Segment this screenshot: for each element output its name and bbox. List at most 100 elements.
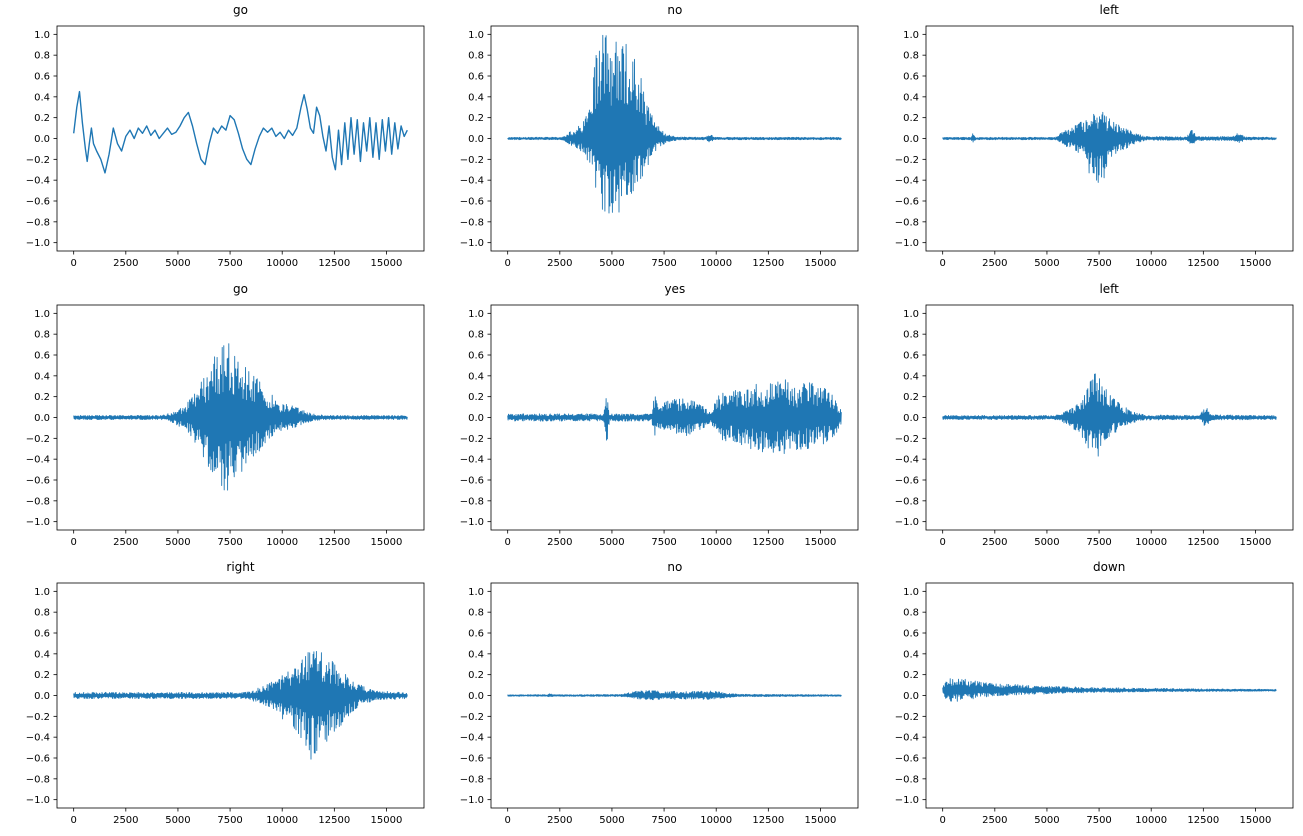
- y-tick-label: 1.0: [34, 587, 50, 598]
- x-tick-label: 5000: [165, 537, 190, 548]
- y-tick-label: −0.2: [26, 433, 50, 444]
- y-tick-label: 0.6: [468, 629, 484, 640]
- x-tick-label: 10000: [1135, 258, 1167, 269]
- y-tick-label: 0.4: [34, 650, 50, 661]
- y-tick-label: −1.0: [894, 238, 918, 249]
- x-tick-label: 12500: [1187, 537, 1219, 548]
- y-tick-label: −0.2: [26, 155, 50, 166]
- y-tick-label: −1.0: [460, 795, 484, 806]
- y-tick-label: 0.6: [468, 72, 484, 83]
- waveform-path: [507, 690, 843, 701]
- x-tick-label: 2500: [982, 537, 1007, 548]
- y-tick-label: −0.6: [894, 754, 918, 765]
- x-tick-label: 5000: [165, 815, 190, 826]
- y-tick-label: −0.2: [460, 433, 484, 444]
- waveform-plot-canvas: 0 2500 5000 7500 10000 12500 15000 1.0 0.8 0.6 0.4…: [26, 304, 425, 548]
- x-tick-label: 2500: [547, 815, 572, 826]
- y-tick-label: 0.6: [903, 72, 919, 83]
- y-tick-label: 0.6: [903, 629, 919, 640]
- y-tick-label: 0.4: [34, 371, 50, 382]
- x-tick-label: 15000: [371, 815, 403, 826]
- waveform-subplot-5: left 0 2500 5000 7500 10000 12500 15000 1.0 0.8 0…: [869, 279, 1303, 558]
- y-tick-label: 0.4: [903, 650, 919, 661]
- x-tick-label: 0: [939, 537, 945, 548]
- subplot-title: left: [1099, 3, 1119, 17]
- y-tick-label: −0.4: [460, 176, 484, 187]
- x-tick-label: 0: [70, 537, 76, 548]
- x-tick-label: 2500: [113, 815, 138, 826]
- waveform-path: [941, 373, 1277, 457]
- x-tick-label: 15000: [805, 815, 837, 826]
- x-tick-label: 15000: [371, 258, 403, 269]
- y-tick-label: 1.0: [903, 308, 919, 319]
- subplot-title: go: [233, 281, 248, 296]
- y-tick-label: 1.0: [468, 308, 484, 319]
- y-tick-label: −0.6: [460, 475, 484, 486]
- y-tick-label: 0.8: [903, 608, 919, 619]
- y-tick-label: 0.8: [903, 51, 919, 62]
- x-tick-label: 10000: [1135, 815, 1167, 826]
- y-tick-label: −1.0: [460, 517, 484, 528]
- x-tick-label: 10000: [266, 258, 298, 269]
- x-tick-label: 5000: [1034, 537, 1059, 548]
- y-tick-label: −0.4: [26, 176, 50, 187]
- x-tick-label: 15000: [1239, 258, 1271, 269]
- y-tick-label: −1.0: [894, 517, 918, 528]
- y-tick-label: 0.4: [903, 92, 919, 103]
- x-tick-label: 7500: [217, 537, 242, 548]
- waveform-subplot-3: go 0 2500 5000 7500 10000 12500 15000 1.0 0.8 0.6…: [0, 279, 434, 558]
- y-tick-label: −0.6: [894, 475, 918, 486]
- y-tick-label: −1.0: [460, 238, 484, 249]
- waveform-subplot-2: left 0 2500 5000 7500 10000 12500 15000 1.0 0.8 0…: [869, 0, 1303, 279]
- y-tick-label: −0.8: [894, 496, 918, 507]
- x-tick-label: 7500: [652, 815, 677, 826]
- y-tick-label: 0.2: [34, 113, 50, 124]
- y-tick-label: −1.0: [26, 517, 50, 528]
- y-tick-label: 0.0: [468, 691, 484, 702]
- y-tick-label: 0.8: [34, 608, 50, 619]
- waveform-plot-canvas: 0 2500 5000 7500 10000 12500 15000 1.0 0.8 0.6 0.4…: [460, 582, 859, 826]
- y-tick-label: 0.2: [34, 670, 50, 681]
- x-tick-label: 7500: [1086, 258, 1111, 269]
- x-tick-label: 0: [70, 815, 76, 826]
- y-tick-label: 0.8: [468, 329, 484, 340]
- x-tick-label: 5000: [1034, 815, 1059, 826]
- x-tick-label: 0: [505, 258, 511, 269]
- y-tick-label: 0.0: [468, 413, 484, 424]
- y-tick-label: 0.2: [903, 113, 919, 124]
- y-tick-label: −0.6: [460, 197, 484, 208]
- x-tick-label: 12500: [753, 815, 785, 826]
- waveform-plot-canvas: 0 2500 5000 7500 10000 12500 15000 1.0 0.8 0.6 0.4…: [26, 582, 425, 826]
- y-tick-label: −1.0: [894, 795, 918, 806]
- y-tick-label: −0.2: [894, 433, 918, 444]
- y-tick-label: 0.0: [34, 413, 50, 424]
- y-tick-label: −0.4: [894, 176, 918, 187]
- x-tick-label: 10000: [1135, 537, 1167, 548]
- x-tick-label: 7500: [652, 258, 677, 269]
- x-tick-label: 2500: [982, 815, 1007, 826]
- subplot-title: yes: [664, 281, 686, 296]
- x-tick-label: 0: [939, 258, 945, 269]
- x-tick-label: 10000: [701, 815, 733, 826]
- y-tick-label: 0.2: [34, 392, 50, 403]
- y-tick-label: 1.0: [903, 30, 919, 41]
- y-tick-label: 0.2: [903, 670, 919, 681]
- waveform-subplot-0: go 0 2500 5000 7500 10000 12500 15000 1.0 0.8 0.6…: [0, 0, 434, 279]
- y-tick-label: −0.6: [26, 754, 50, 765]
- y-tick-label: 0.0: [903, 691, 919, 702]
- waveform-path: [507, 379, 843, 454]
- x-tick-label: 0: [939, 815, 945, 826]
- waveform-subplot-6: right 0 2500 5000 7500 10000 12500 15000 1.0 0.8…: [0, 557, 434, 836]
- x-tick-label: 7500: [652, 537, 677, 548]
- x-tick-label: 15000: [1239, 537, 1271, 548]
- y-tick-label: 0.0: [903, 134, 919, 145]
- y-tick-label: 0.2: [468, 670, 484, 681]
- waveform-subplot-4: yes 0 2500 5000 7500 10000 12500 15000 1.0 0.8 0.…: [434, 279, 868, 558]
- x-tick-label: 2500: [982, 258, 1007, 269]
- y-tick-label: 0.4: [903, 371, 919, 382]
- waveform-plot-canvas: 0 2500 5000 7500 10000 12500 15000 1.0 0.8 0.6 0.4…: [894, 25, 1294, 269]
- y-tick-label: 0.4: [468, 371, 484, 382]
- y-tick-label: 0.0: [468, 134, 484, 145]
- y-tick-label: −0.8: [460, 217, 484, 228]
- waveform-plot-canvas: 0 2500 5000 7500 10000 12500 15000 1.0 0.8 0.6 0.4…: [894, 304, 1294, 548]
